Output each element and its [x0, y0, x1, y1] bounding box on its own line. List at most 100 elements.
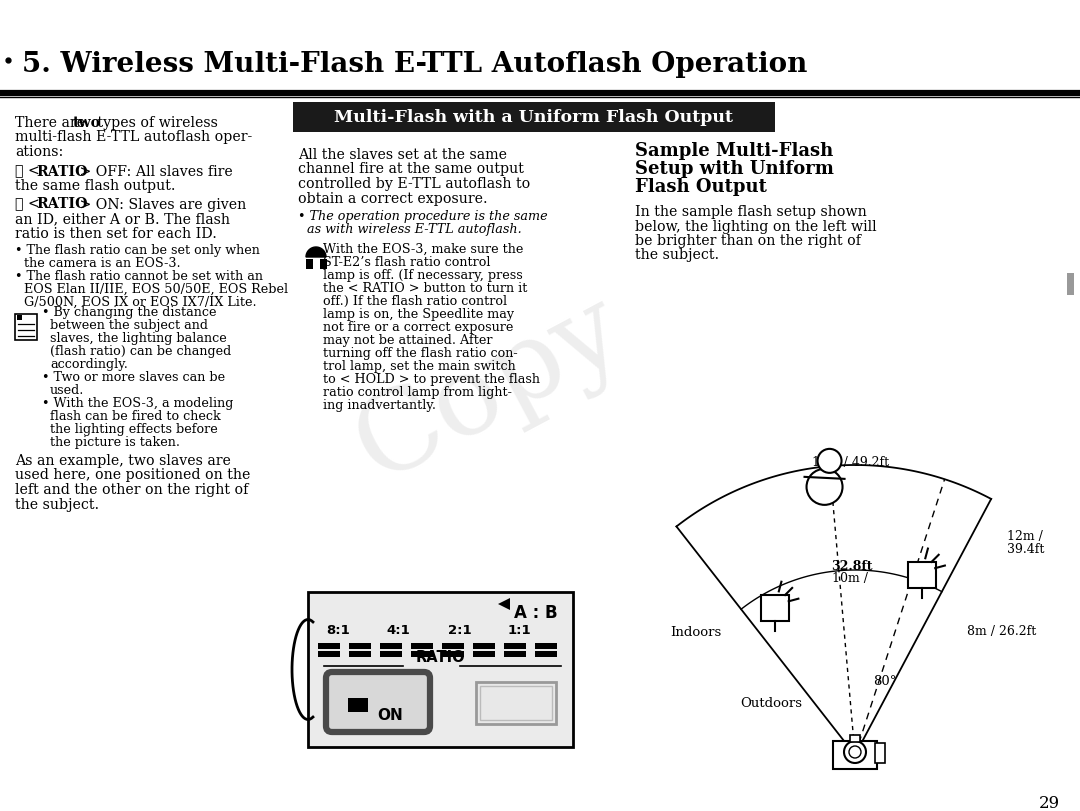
Text: 4:1: 4:1: [386, 624, 409, 637]
Bar: [480, 686, 552, 720]
Text: ② <: ② <: [15, 198, 44, 212]
Text: off.) If the flash ratio control: off.) If the flash ratio control: [323, 295, 508, 308]
Bar: [15, 314, 37, 340]
Text: lamp is off. (If necessary, press: lamp is off. (If necessary, press: [323, 269, 523, 282]
Bar: [411, 651, 433, 657]
Text: Indoors: Indoors: [670, 626, 721, 639]
Text: Multi-Flash with a Uniform Flash Output: Multi-Flash with a Uniform Flash Output: [335, 109, 733, 126]
Text: 32.8ft: 32.8ft: [832, 560, 873, 573]
Text: the subject.: the subject.: [635, 248, 719, 263]
Text: the lighting effects before: the lighting effects before: [50, 423, 218, 436]
Text: 2:1: 2:1: [448, 624, 472, 637]
Text: 8m / 26.2ft: 8m / 26.2ft: [967, 625, 1036, 638]
Text: 5. Wireless Multi-Flash E-TTL Autoflash Operation: 5. Wireless Multi-Flash E-TTL Autoflash …: [22, 51, 808, 78]
Text: Outdoors: Outdoors: [740, 697, 801, 710]
Circle shape: [818, 448, 841, 473]
Bar: [320, 259, 327, 269]
Text: the picture is taken.: the picture is taken.: [50, 436, 180, 449]
Text: > ON: Slaves are given: > ON: Slaves are given: [75, 198, 246, 212]
Bar: [442, 643, 464, 649]
Text: below, the lighting on the left will: below, the lighting on the left will: [635, 220, 877, 234]
Bar: [761, 595, 789, 621]
Bar: [504, 643, 526, 649]
Text: an ID, either A or B. The flash: an ID, either A or B. The flash: [15, 212, 230, 226]
Bar: [875, 743, 885, 763]
Text: Copy: Copy: [339, 276, 642, 504]
Bar: [380, 643, 402, 649]
Bar: [308, 592, 573, 747]
Text: controlled by E-TTL autoflash to: controlled by E-TTL autoflash to: [298, 177, 530, 191]
Text: • The flash ratio cannot be set with an: • The flash ratio cannot be set with an: [15, 270, 264, 283]
Text: RATIO: RATIO: [416, 650, 465, 665]
Polygon shape: [498, 598, 510, 610]
Text: channel fire at the same output: channel fire at the same output: [298, 162, 524, 177]
Text: In the sample flash setup shown: In the sample flash setup shown: [635, 205, 867, 219]
Text: be brighter than on the right of: be brighter than on the right of: [635, 234, 861, 248]
Bar: [833, 741, 877, 769]
Bar: [411, 643, 433, 649]
Text: Sample Multi-Flash: Sample Multi-Flash: [635, 142, 834, 160]
Text: RATIO: RATIO: [36, 198, 87, 212]
Circle shape: [843, 741, 866, 763]
Text: slaves, the lighting balance: slaves, the lighting balance: [50, 332, 227, 345]
Text: flash can be fired to check: flash can be fired to check: [50, 410, 220, 423]
Text: the same flash output.: the same flash output.: [15, 179, 175, 193]
Bar: [476, 682, 556, 724]
Text: may not be attained. After: may not be attained. After: [323, 334, 492, 347]
Bar: [349, 643, 372, 649]
Text: lamp is on, the Speedlite may: lamp is on, the Speedlite may: [323, 308, 514, 321]
Text: types of wireless: types of wireless: [93, 116, 218, 130]
Text: There are: There are: [15, 116, 90, 130]
Text: ations:: ations:: [15, 145, 64, 159]
Bar: [349, 651, 372, 657]
Bar: [850, 735, 860, 742]
Text: 10m /: 10m /: [832, 572, 867, 585]
Text: 12m /: 12m /: [1007, 530, 1042, 543]
Text: used.: used.: [50, 384, 84, 397]
Text: as with wireless E-TTL autoflash.: as with wireless E-TTL autoflash.: [307, 222, 522, 235]
Text: between the subject and: between the subject and: [50, 319, 208, 332]
Text: obtain a correct exposure.: obtain a correct exposure.: [298, 191, 488, 205]
Text: ST-E2’s flash ratio control: ST-E2’s flash ratio control: [323, 256, 490, 269]
Polygon shape: [306, 247, 326, 257]
Bar: [1067, 273, 1074, 295]
Bar: [504, 651, 526, 657]
Text: All the slaves set at the same: All the slaves set at the same: [298, 148, 507, 162]
FancyBboxPatch shape: [326, 672, 430, 732]
Circle shape: [849, 746, 861, 758]
Text: 80°: 80°: [873, 675, 896, 688]
Bar: [306, 259, 313, 269]
Text: not fire or a correct exposure: not fire or a correct exposure: [323, 321, 513, 334]
Text: accordingly.: accordingly.: [50, 358, 127, 371]
Bar: [293, 102, 775, 132]
Text: the camera is an EOS-3.: the camera is an EOS-3.: [24, 257, 180, 270]
Bar: [318, 651, 340, 657]
Text: trol lamp, set the main switch: trol lamp, set the main switch: [323, 360, 516, 373]
Text: 39.4ft: 39.4ft: [1007, 543, 1044, 556]
Text: left and the other on the right of: left and the other on the right of: [15, 483, 248, 497]
Text: ① <: ① <: [15, 165, 44, 178]
Bar: [318, 643, 340, 649]
Text: multi-flash E-TTL autoflash oper-: multi-flash E-TTL autoflash oper-: [15, 131, 253, 144]
Text: G/500N, EOS IX or EOS IX7/IX Lite.: G/500N, EOS IX or EOS IX7/IX Lite.: [24, 296, 257, 309]
Text: • Two or more slaves can be: • Two or more slaves can be: [42, 371, 225, 384]
Text: > OFF: All slaves fire: > OFF: All slaves fire: [75, 165, 233, 178]
Bar: [473, 643, 495, 649]
Text: (flash ratio) can be changed: (flash ratio) can be changed: [50, 345, 231, 358]
Text: With the EOS-3, make sure the: With the EOS-3, make sure the: [323, 243, 524, 256]
Text: • The flash ratio can be set only when: • The flash ratio can be set only when: [15, 244, 260, 257]
Bar: [535, 643, 557, 649]
Text: Setup with Uniform: Setup with Uniform: [635, 160, 834, 178]
Text: turning off the flash ratio con-: turning off the flash ratio con-: [323, 347, 517, 360]
Text: ratio control lamp from light-: ratio control lamp from light-: [323, 386, 512, 399]
Bar: [442, 651, 464, 657]
Text: the < RATIO > button to turn it: the < RATIO > button to turn it: [323, 282, 527, 295]
Bar: [348, 698, 368, 712]
Text: As an example, two slaves are: As an example, two slaves are: [15, 454, 231, 468]
Text: A : B: A : B: [514, 604, 557, 622]
Bar: [473, 651, 495, 657]
Bar: [907, 562, 935, 588]
Text: 15m / 49.2ft: 15m / 49.2ft: [812, 457, 889, 470]
Text: 8:1: 8:1: [326, 624, 350, 637]
Text: ratio is then set for each ID.: ratio is then set for each ID.: [15, 226, 217, 241]
